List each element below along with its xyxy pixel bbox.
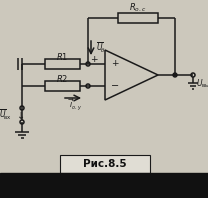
Circle shape (173, 73, 177, 77)
Circle shape (86, 84, 90, 88)
Bar (60, 155, 150, 173)
Text: +: + (90, 54, 98, 64)
Bar (118, 13, 158, 23)
Bar (45, 81, 80, 91)
Text: +: + (111, 60, 119, 69)
Text: $\overrightarrow{I}_{о.у}$: $\overrightarrow{I}_{о.у}$ (68, 97, 82, 113)
Text: $\overline{U}_{\!б}$: $\overline{U}_{\!б}$ (96, 41, 106, 55)
Circle shape (191, 73, 195, 77)
Bar (45, 59, 80, 69)
Text: $R2$: $R2$ (56, 72, 69, 84)
Text: −: − (111, 81, 119, 91)
Circle shape (20, 120, 24, 124)
Text: $\downarrow$: $\downarrow$ (15, 109, 25, 121)
Text: $R1$: $R1$ (56, 50, 69, 62)
Text: $R_{о.с}$: $R_{о.с}$ (129, 2, 147, 14)
Bar (0, 173, 208, 198)
Text: $\overline{U}_{\!\text{вх}}$: $\overline{U}_{\!\text{вх}}$ (0, 108, 12, 122)
Text: Рис.8.5: Рис.8.5 (83, 159, 127, 169)
Circle shape (20, 106, 24, 110)
Text: $U_{\text{вых}}$: $U_{\text{вых}}$ (196, 78, 208, 90)
Circle shape (86, 62, 90, 66)
